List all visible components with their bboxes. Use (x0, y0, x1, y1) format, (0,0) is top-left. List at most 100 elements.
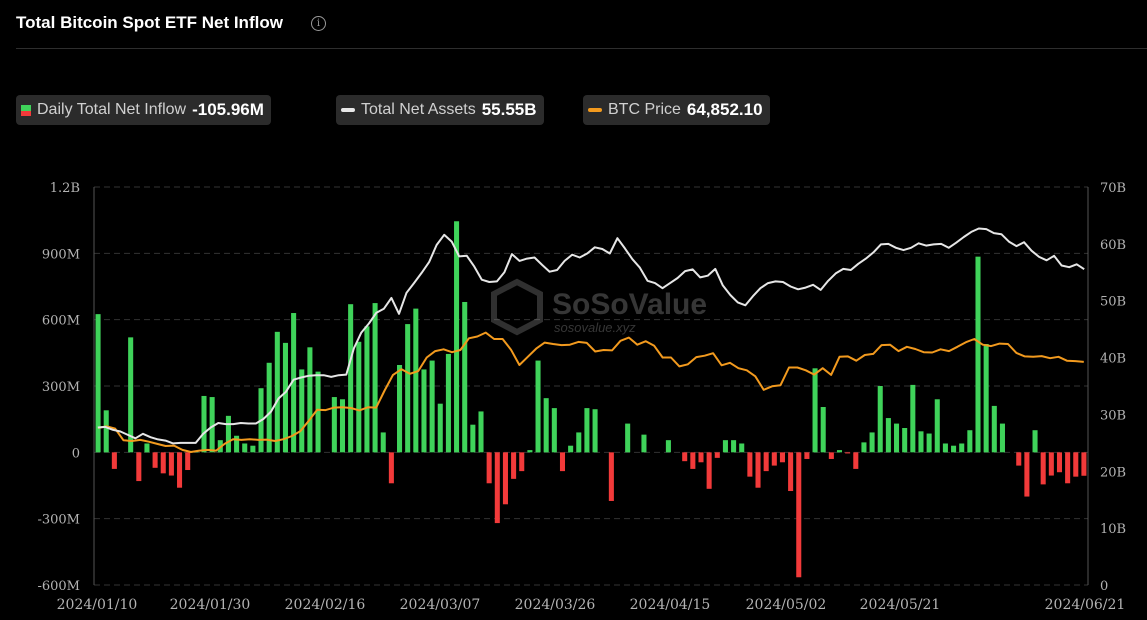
outflow-bar (1048, 452, 1054, 476)
inflow-bar (902, 428, 908, 453)
inflow-bar (885, 418, 891, 453)
inflow-bar (242, 443, 248, 453)
outflow-bar (559, 452, 566, 472)
total-net-assets-line (97, 227, 1085, 445)
inflow-bar (991, 405, 997, 453)
outflow-bar (804, 452, 810, 459)
legend-label: BTC Price (608, 101, 681, 118)
inflow-bar (877, 386, 883, 453)
info-icon[interactable]: i (311, 16, 326, 31)
right-tick-label: 50B (1100, 295, 1126, 310)
x-tick-label: 2024/03/26 (515, 597, 596, 613)
x-tick-label: 2024/02/16 (285, 597, 366, 613)
outflow-bar (168, 452, 174, 476)
inflow-bar (739, 443, 745, 453)
inflow-bar (551, 408, 557, 453)
inflow-bar (665, 440, 671, 453)
left-tick-label: -300M (37, 513, 80, 528)
watermark-icon (491, 278, 543, 336)
x-tick-label: 2024/03/07 (400, 597, 481, 613)
left-tick-label: 0 (72, 446, 80, 461)
inflow-bar (413, 308, 419, 453)
inflow-bar (731, 440, 737, 453)
inflow-bar (364, 326, 370, 453)
inflow-bar (282, 342, 288, 453)
legend-value: 55.55B (481, 100, 537, 119)
outflow-bar (755, 452, 761, 488)
inflow-bar (315, 371, 321, 453)
inflow-bar (462, 301, 468, 453)
bar-swatch-icon (21, 104, 31, 116)
inflow-bar (250, 445, 256, 453)
inflow-bar (592, 409, 598, 453)
line-swatch-icon (341, 108, 355, 112)
outflow-bar (502, 452, 508, 505)
inflow-bar (894, 423, 900, 453)
x-tick-label: 2024/05/02 (746, 597, 827, 613)
legend-btc-price[interactable]: BTC Price 64,852.10 (583, 95, 770, 125)
outflow-bar (111, 452, 117, 469)
x-tick-label: 2024/01/30 (170, 597, 251, 613)
inflow-bar (942, 443, 948, 453)
outflow-bar (388, 452, 394, 484)
inflow-bar (543, 398, 549, 453)
inflow-bar (225, 415, 231, 453)
inflow-bar (527, 450, 533, 453)
inflow-bar (356, 341, 362, 453)
legend-label: Daily Total Net Inflow (37, 101, 187, 118)
legend-total-net-assets[interactable]: Total Net Assets 55.55B (336, 95, 544, 125)
inflow-bar (307, 347, 313, 453)
inflow-bar (348, 304, 354, 453)
outflow-bar (1024, 452, 1030, 497)
right-tick-label: 10B (1100, 522, 1126, 537)
inflow-bar (576, 432, 582, 453)
right-tick-label: 0 (1100, 579, 1108, 594)
x-tick-label: 2024/06/21 (1045, 597, 1126, 613)
inflow-bar (869, 432, 875, 453)
legend-daily-net-inflow[interactable]: Daily Total Net Inflow -105.96M (16, 95, 271, 125)
outflow-bar (1016, 452, 1022, 466)
outflow-bar (714, 452, 720, 458)
outflow-bar (771, 452, 777, 466)
inflow-bar (201, 395, 207, 453)
watermark-url: sosovalue.xyz (554, 320, 636, 335)
inflow-bar (861, 442, 867, 453)
inflow-bar (405, 324, 411, 453)
outflow-bar (779, 452, 785, 463)
outflow-bar (486, 452, 492, 484)
inflow-bar (722, 440, 728, 453)
inflow-bar (299, 369, 305, 453)
left-tick-label: -600M (37, 579, 80, 594)
inflow-bar (380, 432, 386, 453)
outflow-bar (511, 452, 517, 479)
inflow-bar (429, 360, 435, 453)
inflow-bar (209, 397, 215, 453)
inflow-bar (144, 443, 150, 453)
inflow-bar (331, 397, 337, 453)
inflow-bar (836, 450, 843, 453)
inflow-bar (910, 384, 916, 453)
left-tick-label: 600M (42, 314, 80, 329)
inflow-bar (445, 353, 451, 453)
left-tick-label: 900M (42, 247, 80, 262)
inflow-bar (535, 360, 541, 453)
outflow-bar (152, 452, 158, 468)
outflow-bar (519, 452, 525, 472)
legend-value: -105.96M (192, 100, 264, 119)
inflow-bar (918, 431, 924, 453)
inflow-bar (437, 403, 443, 453)
inflow-bar (234, 435, 240, 453)
btc-price-line (98, 331, 1084, 453)
inflow-bar (641, 434, 647, 453)
inflow-bar (1032, 430, 1038, 453)
outflow-bar (185, 452, 191, 471)
x-tick-label: 2024/05/21 (860, 597, 941, 613)
inflow-bar (951, 445, 957, 453)
inflow-bar (820, 407, 826, 453)
outflow-bar (788, 452, 794, 492)
outflow-bar (853, 452, 859, 469)
inflow-bar (999, 423, 1005, 453)
outflow-bar (828, 452, 834, 459)
inflow-bar (478, 411, 484, 453)
